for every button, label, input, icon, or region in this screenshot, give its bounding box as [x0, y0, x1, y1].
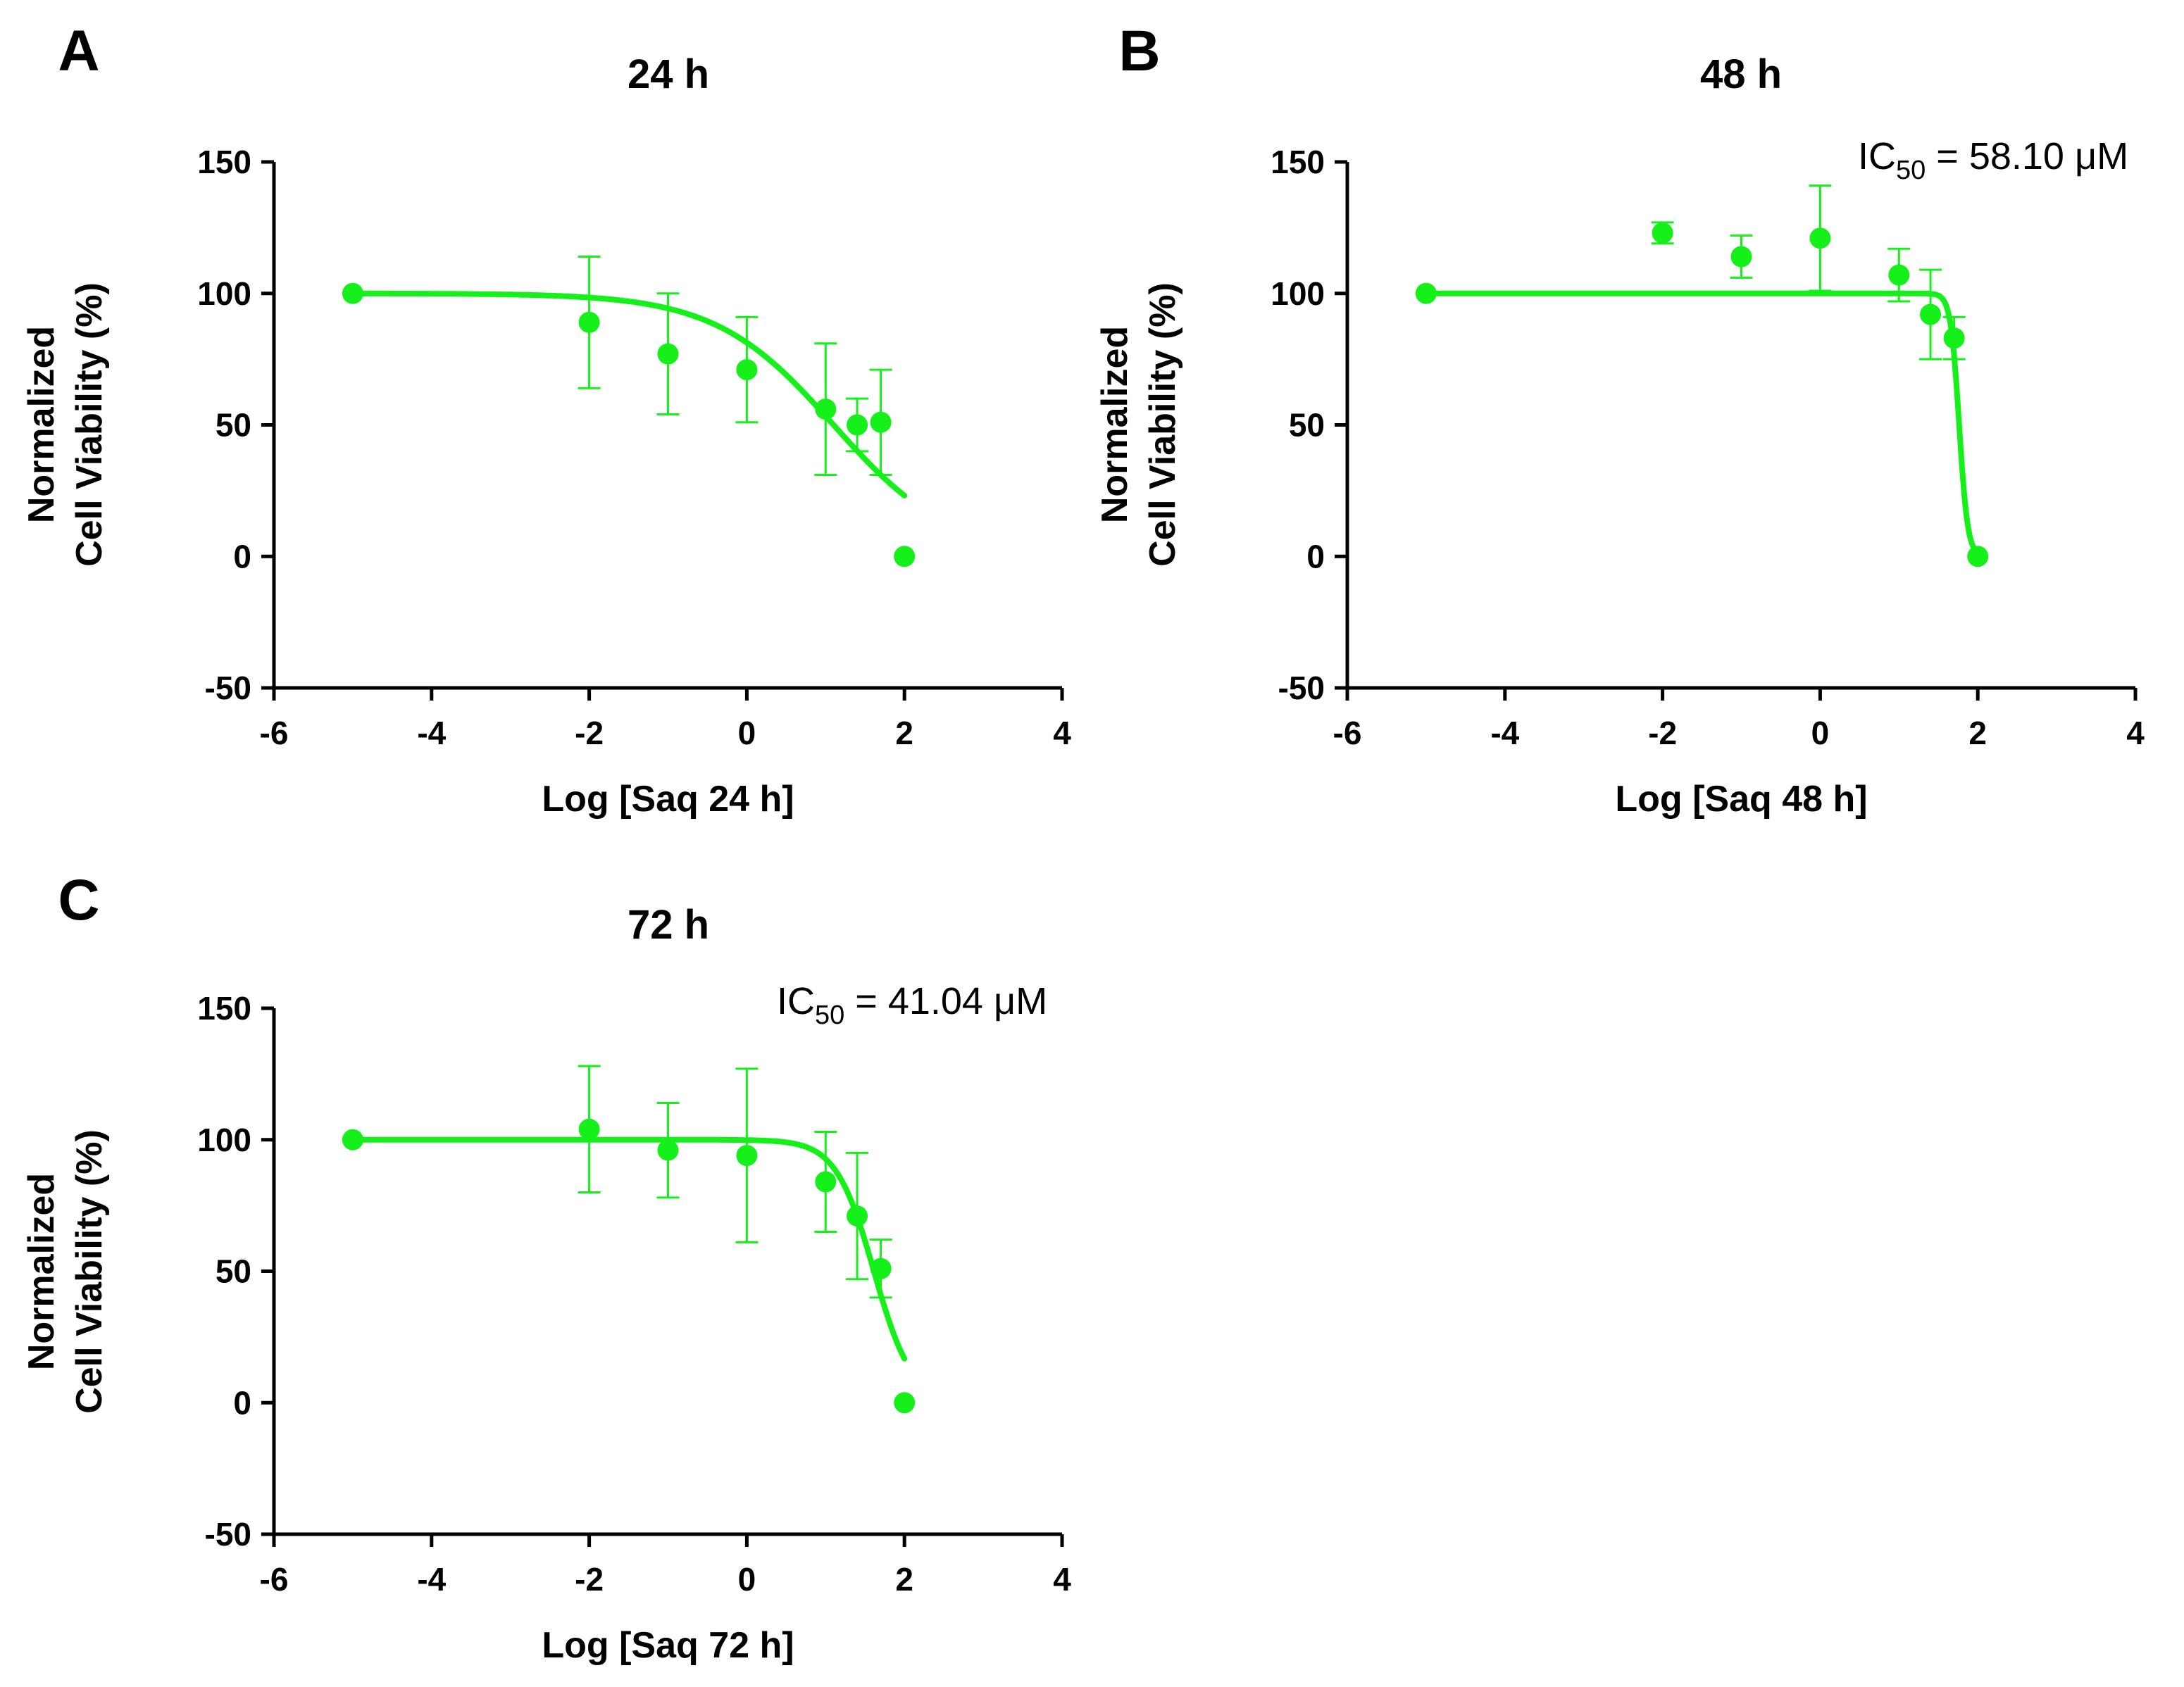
y-tick-label: 50 [216, 1253, 251, 1290]
data-point [894, 1392, 916, 1414]
data-point [1730, 246, 1752, 268]
y-axis-label: Normalized Cell Viability (%) [21, 1129, 110, 1414]
x-tick-label: -4 [1490, 715, 1519, 751]
data-point [870, 411, 892, 433]
data-point [870, 1258, 892, 1279]
fit-curve [1423, 290, 1981, 556]
x-tick-label: 2 [895, 1561, 913, 1598]
y-axis-label-line1: Normalized [21, 326, 62, 523]
y-tick-label: 150 [197, 990, 251, 1027]
panel-b: B 48 h -50 0 50 100 150 -6 -4 -2 0 2 4 Log [Saq 48 h]… [1094, 19, 2145, 820]
y-tick-label: 0 [1306, 538, 1325, 575]
y-tick-label: 0 [233, 538, 251, 575]
data-point [1652, 222, 1673, 244]
x-axis-label: Log [Saq 72 h] [542, 1625, 794, 1666]
panel-a: A 24 h -50 0 50 100 150 -6 -4 -2 0 2 4 Log [Saq 24 h]… [21, 19, 1071, 820]
data-point [1888, 264, 1910, 286]
ic50-value: = 41.04 μM [844, 980, 1047, 1022]
y-tick-label: -50 [1278, 670, 1325, 706]
y-tick-label: 50 [216, 407, 251, 444]
x-tick-label: -6 [1333, 715, 1362, 751]
data-point [1967, 546, 1989, 567]
y-tick-label: 50 [1289, 407, 1325, 444]
x-tick-label: -2 [575, 715, 604, 751]
y-axis-label: Normalized Cell Viability (%) [1094, 282, 1183, 567]
fit-curve [349, 290, 908, 498]
x-tick-label: 0 [1811, 715, 1830, 751]
x-tick-label: -2 [575, 1561, 604, 1598]
panel-c: C 72 h -50 0 50 100 150 -6 -4 -2 0 2 4 Log [Saq 72 h]… [21, 868, 1071, 1666]
x-tick-label: -2 [1648, 715, 1677, 751]
chart-title: 48 h [1700, 51, 1782, 97]
x-tick-label: 0 [738, 715, 756, 751]
x-tick-label: 0 [738, 1561, 756, 1598]
data-point [847, 1205, 868, 1227]
y-tick-label: 150 [197, 144, 251, 180]
data-point [1920, 303, 1942, 325]
data-point [894, 546, 916, 567]
x-tick-label: -6 [260, 715, 289, 751]
y-axis-label-line2: Cell Viability (%) [69, 282, 110, 567]
data-point [1415, 282, 1437, 304]
data-point [657, 1139, 679, 1161]
ic50-subscript: 50 [1896, 156, 1926, 185]
ic50-annotation: IC50 = 58.10 μM [1858, 135, 2128, 185]
x-tick-label: -6 [260, 1561, 289, 1598]
data-point [736, 1145, 758, 1167]
y-tick-label: 100 [197, 1122, 251, 1158]
x-axis-label: Log [Saq 48 h] [1615, 779, 1867, 820]
panel-letter: A [58, 19, 99, 83]
ic50-value: = 58.10 μM [1926, 135, 2128, 177]
x-tick-label: 2 [1968, 715, 1987, 751]
data-point [1809, 227, 1831, 249]
data-point [342, 1129, 363, 1150]
y-axis-label-line2: Cell Viability (%) [1142, 282, 1183, 567]
data-point [736, 359, 758, 381]
ic50-prefix: IC [777, 980, 815, 1022]
data-point [1943, 327, 1965, 349]
x-tick-label: 4 [2126, 715, 2145, 751]
y-axis-label-line2: Cell Viability (%) [69, 1129, 110, 1414]
x-tick-label: 4 [1053, 715, 1071, 751]
y-tick-label: -50 [205, 1516, 251, 1553]
y-tick-label: 100 [197, 275, 251, 312]
data-point [847, 414, 868, 436]
ic50-annotation: IC50 = 41.04 μM [777, 980, 1047, 1030]
panel-letter: C [58, 868, 99, 932]
y-axis-label-line1: Normalized [21, 1173, 62, 1370]
data-point [815, 399, 837, 420]
y-tick-label: 150 [1271, 144, 1325, 180]
data-point [578, 311, 600, 333]
data-point [342, 282, 363, 304]
ic50-prefix: IC [1858, 135, 1896, 177]
x-tick-label: 4 [1053, 1561, 1071, 1598]
y-axis-label-line1: Normalized [1094, 326, 1135, 523]
fit-curve [349, 1136, 908, 1362]
y-tick-label: -50 [205, 670, 251, 706]
y-tick-label: 100 [1271, 275, 1325, 312]
y-tick-label: 0 [233, 1384, 251, 1421]
panel-letter: B [1118, 19, 1160, 83]
chart-title: 72 h [628, 902, 709, 948]
x-tick-label: -4 [417, 1561, 446, 1598]
x-tick-label: 2 [895, 715, 913, 751]
x-tick-label: -4 [417, 715, 446, 751]
y-axis-label: Normalized Cell Viability (%) [21, 282, 110, 567]
x-axis-label: Log [Saq 24 h] [542, 779, 794, 820]
chart-title: 24 h [628, 51, 709, 97]
ic50-subscript: 50 [815, 1001, 844, 1030]
data-point [657, 343, 679, 365]
data-point [815, 1171, 837, 1193]
data-point [578, 1118, 600, 1140]
